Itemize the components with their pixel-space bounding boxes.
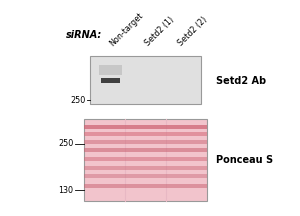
Bar	[84, 125, 207, 129]
Bar	[90, 56, 201, 104]
Bar	[99, 65, 122, 75]
Bar	[84, 174, 207, 178]
Bar	[100, 78, 120, 83]
Text: Non-target: Non-target	[108, 11, 145, 48]
Bar	[84, 119, 207, 201]
Text: Ponceau S: Ponceau S	[216, 155, 273, 165]
Text: Setd2 (1): Setd2 (1)	[144, 15, 176, 48]
Bar	[84, 132, 207, 136]
Text: 250: 250	[58, 139, 74, 148]
Bar	[84, 148, 207, 152]
Bar	[84, 166, 207, 170]
Text: 130: 130	[58, 186, 74, 195]
Text: Setd2 Ab: Setd2 Ab	[216, 76, 266, 86]
Text: Setd2 (2): Setd2 (2)	[177, 15, 209, 48]
Bar	[84, 157, 207, 161]
Text: siRNA:: siRNA:	[66, 30, 102, 40]
Text: 250: 250	[70, 96, 85, 105]
Bar	[84, 184, 207, 188]
Bar	[84, 140, 207, 144]
